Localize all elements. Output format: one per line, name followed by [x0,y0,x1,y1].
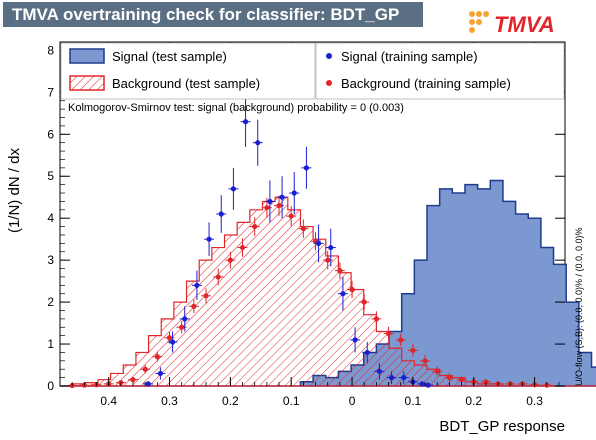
background-train-point [142,366,148,372]
signal-train-point [291,190,297,196]
x-axis-label: BDT_GP response [439,418,565,435]
signal-train-point [425,382,431,388]
signal-train-point [303,165,310,171]
background-train-point [349,286,355,293]
background-train-point [276,203,282,209]
signal-train-point [206,236,212,242]
y-tick-label: 4 [47,211,54,225]
y-tick-label: 8 [47,43,54,57]
signal-train-point [145,381,151,387]
signal-train-point [157,370,163,377]
signal-train-point [364,349,370,356]
background-train-point [239,244,246,251]
signal-train-point [267,198,273,205]
x-tick-label: 0.4 [100,394,117,408]
x-tick-label: 0.3 [526,394,543,408]
x-tick-label: 0.2 [222,394,239,408]
legend-background-train-marker [326,80,332,86]
signal-train-point [388,375,395,381]
signal-train-point [230,186,237,192]
background-train-point [422,358,428,364]
background-train-point [483,379,489,385]
signal-train-point [419,381,425,387]
signal-train-point [169,339,176,345]
signal-train-point [340,291,346,297]
logo-dot-icon [476,11,482,17]
background-train-point [373,316,379,322]
x-tick-label: 0.2 [465,394,482,408]
logo-dot-icon [476,19,482,25]
signal-train-point [401,375,407,381]
signal-train-point [279,194,285,200]
background-train-point [179,324,185,330]
background-train-point [227,257,233,263]
x-tick-label: 0.1 [283,394,300,408]
background-train-point [398,337,404,343]
background-train-point [458,377,465,383]
background-train-point [300,226,306,232]
legend-background-train-label: Background (training sample) [341,76,511,91]
background-train-point [130,377,136,383]
y-tick-label: 1 [47,337,54,351]
signal-train-point [218,211,224,217]
background-train-point [337,268,343,274]
x-tick-label: 0.3 [161,394,178,408]
signal-train-point [242,119,249,125]
signal-train-point [328,244,334,251]
logo-dot-icon [483,11,489,17]
tmva-logo: TMVA [469,11,555,37]
y-tick-label: 3 [47,253,54,267]
background-train-point [166,335,173,341]
legend-signal-train-label: Signal (training sample) [341,49,478,64]
x-tick-label: 0.1 [405,394,422,408]
logo-dot-icon [469,27,475,33]
background-train-point [325,257,331,263]
background-train-point [434,368,440,374]
background-train-point [154,354,160,360]
signal-train-point [352,337,358,343]
legend-background-test-swatch [69,75,105,91]
signal-train-point [182,316,188,322]
x-tick-label: 0 [349,394,356,408]
overflow-note: U/O-flow (S,B): (0.0, 0.0)% / (0.0, 0.0)… [574,227,584,386]
signal-train-point [315,240,322,246]
legend-train [315,42,565,100]
background-train-point [446,375,452,381]
legend-signal-train-marker [326,53,332,59]
logo-text: TMVA [494,12,555,37]
legend-background-test-label: Background (test sample) [112,76,260,91]
y-tick-label: 2 [47,295,54,309]
background-train-point [252,223,258,230]
y-tick-label: 5 [47,169,54,183]
signal-train-point [376,368,383,374]
y-axis-label: (1/N) dN / dx [6,148,23,234]
signal-train-point [194,282,200,288]
background-train-point [264,205,270,211]
background-train-point [215,274,221,280]
background-train-point [361,299,367,305]
background-train-point [385,330,392,337]
logo-dot-icon [469,11,475,17]
y-tick-label: 0 [47,379,54,393]
legend-signal-test-swatch [69,48,105,64]
y-tick-label: 7 [47,85,54,99]
background-train-point [288,213,294,219]
signal-train-point [255,140,261,146]
background-train-point [191,303,197,309]
y-tick-label: 6 [47,127,54,141]
background-train-point [410,347,416,353]
background-train-point [203,293,209,299]
legend-signal-test-label: Signal (test sample) [112,49,227,64]
chart-title: TMVA overtraining check for classifier: … [3,2,423,27]
ks-test-text: Kolmogorov-Smirnov test: signal (backgro… [68,102,404,114]
logo-dot-icon [469,19,475,25]
